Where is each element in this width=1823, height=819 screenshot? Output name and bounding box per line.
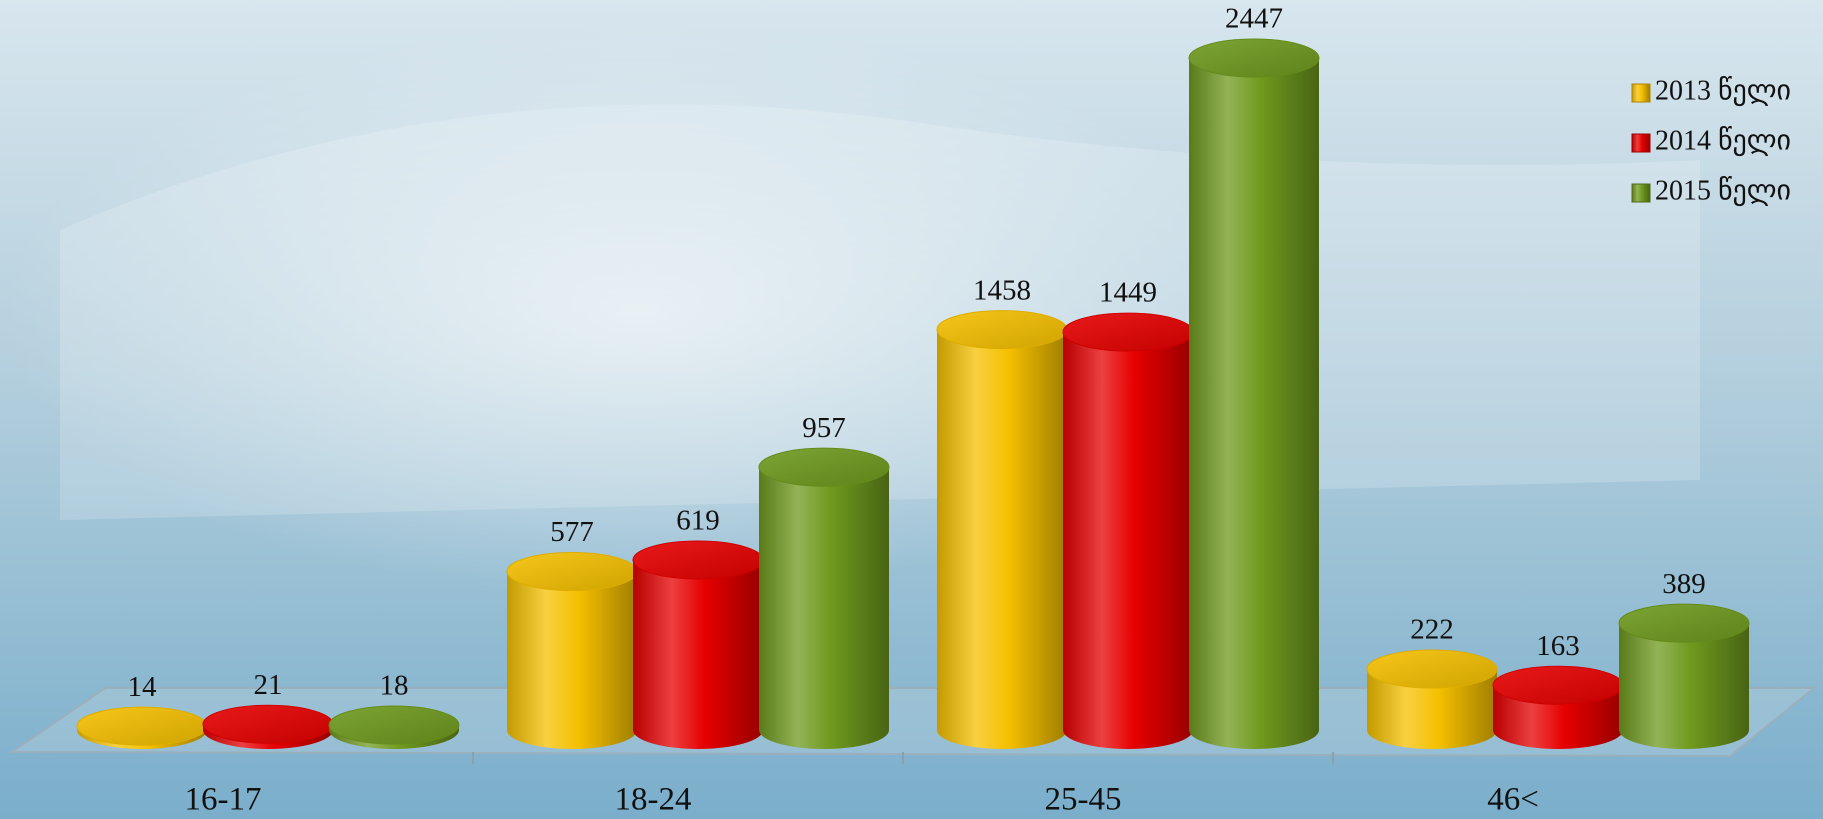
data-label: 619 [676,505,720,537]
chart: 16-17 18-24 25-45 46< 14 21 18 577 619 957 1458 144… [0,0,1823,819]
bar [759,467,889,749]
data-label: 957 [802,412,846,444]
legend-label: 2014 წელი [1655,125,1791,156]
bar-top [1189,39,1319,77]
legend-swatch [1632,184,1650,202]
legend-label: 2013 წელი [1655,75,1791,106]
data-label: 577 [550,516,594,548]
bar-top [329,706,459,744]
bar-top [1367,650,1497,688]
bar-top [77,707,207,745]
bar [633,560,763,749]
bar [507,572,637,749]
data-label: 18 [380,670,409,702]
bar-top [203,705,333,743]
data-label: 222 [1410,614,1454,646]
data-label: 389 [1662,568,1706,600]
x-tick-label: 16-17 [185,782,262,818]
bar-top [759,448,889,486]
data-label: 163 [1536,630,1580,662]
data-label: 21 [254,669,283,701]
bar-top [1493,666,1623,704]
x-tick-label: 18-24 [615,782,692,818]
bar-top [1063,313,1193,351]
bar [1063,332,1193,749]
page: 16-17 18-24 25-45 46< 14 21 18 577 619 957 1458 144… [0,0,1823,819]
x-tick-label: 25-45 [1045,782,1122,818]
x-tick-label: 46< [1487,782,1539,818]
data-label: 14 [128,671,158,703]
legend-label: 2015 წელი [1655,175,1791,206]
data-label: 1449 [1099,277,1157,309]
bar [1189,58,1319,749]
bar [937,330,1067,749]
legend-swatch [1632,84,1650,102]
bar-top [507,553,637,591]
bar-top [633,541,763,579]
data-label: 2447 [1225,3,1283,35]
legend-swatch [1632,134,1650,152]
data-label: 1458 [973,274,1031,306]
bar-top [1619,604,1749,642]
bar-top [937,311,1067,349]
